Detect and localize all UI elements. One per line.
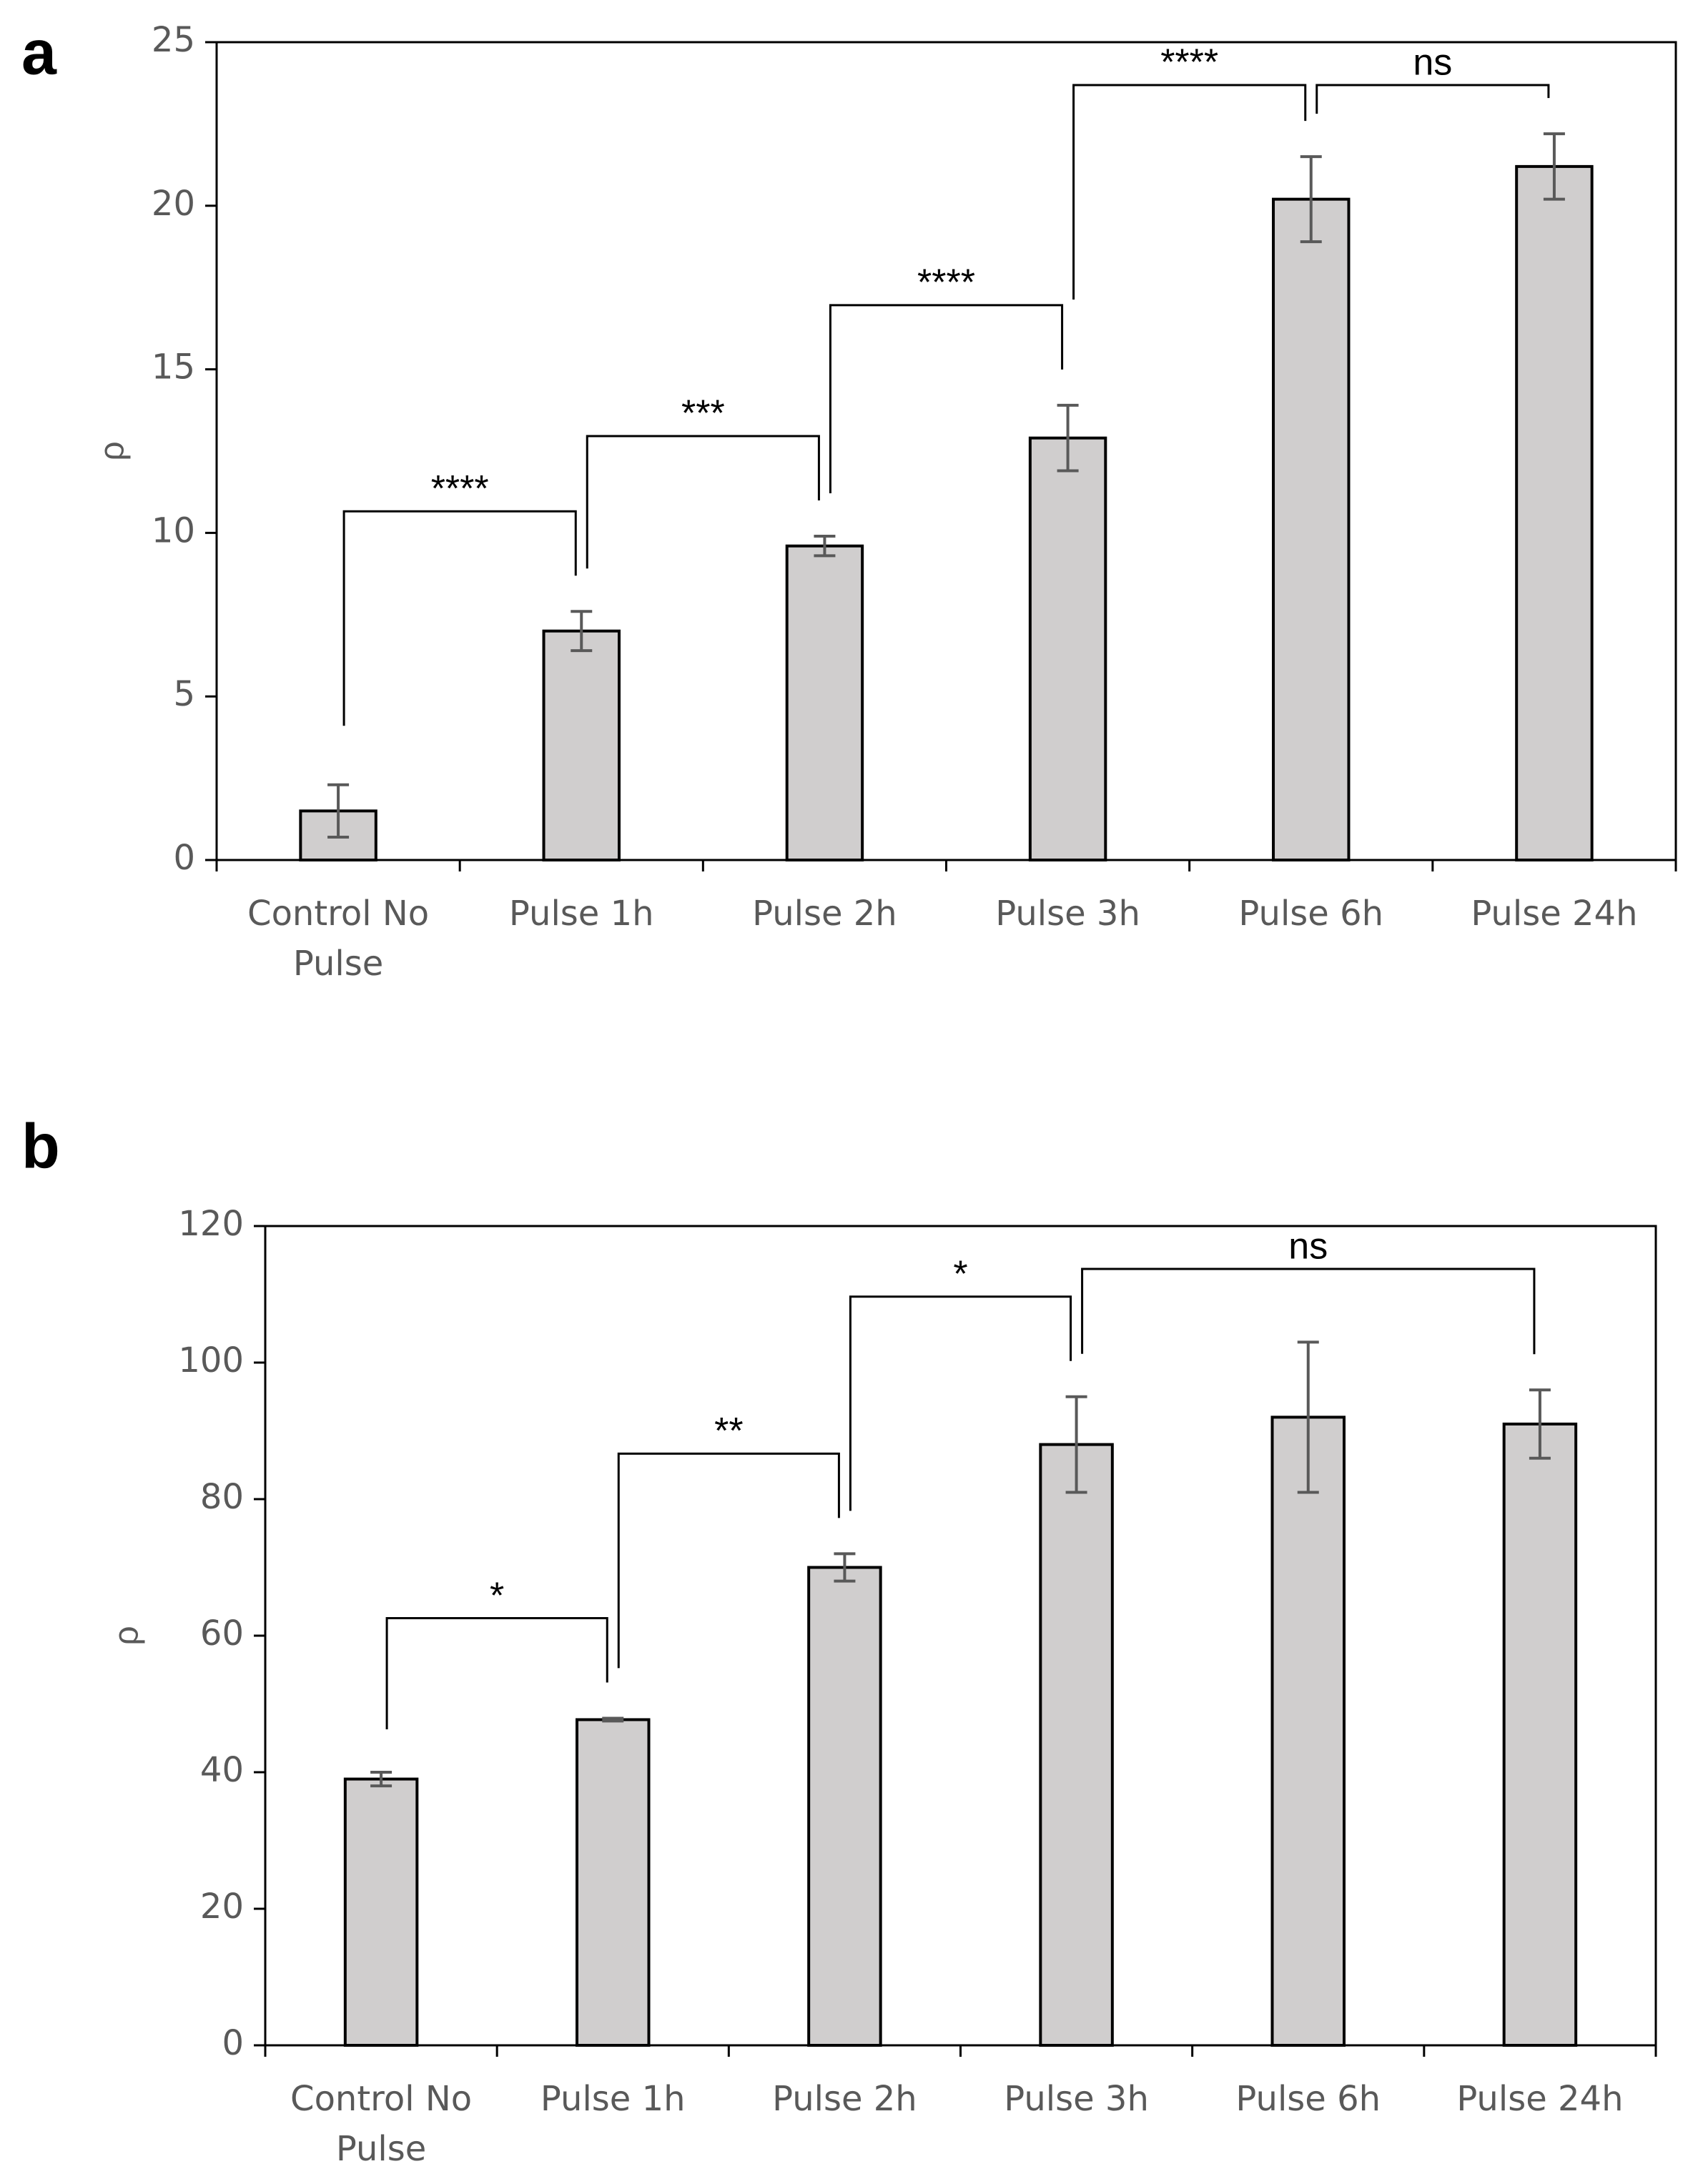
x-tick-label: Pulse 2h	[752, 894, 897, 934]
bar	[1515, 164, 1594, 861]
error-bar	[1057, 403, 1079, 473]
significance-bracket	[385, 1617, 608, 1729]
bar	[785, 544, 864, 861]
x-tick-label: Control No Pulse	[247, 894, 430, 984]
significance-label: ns	[1288, 1226, 1328, 1268]
significance-label: ****	[917, 262, 975, 304]
y-tick-label: 10	[152, 510, 195, 550]
bar	[1039, 1443, 1114, 2047]
plot-frame	[215, 41, 1677, 861]
y-tick-label: 20	[152, 184, 195, 224]
significance-bracket	[1315, 84, 1550, 114]
bar	[1028, 436, 1107, 861]
error-bar	[1300, 155, 1322, 244]
error-bar	[571, 610, 593, 653]
y-tick-label: 25	[152, 20, 195, 60]
significance-bracket	[342, 510, 577, 726]
bar	[576, 1718, 651, 2047]
bar	[807, 1566, 882, 2047]
significance-bracket	[617, 1452, 840, 1669]
y-axis-label: ρ	[108, 1626, 146, 1645]
error-bar	[814, 534, 836, 558]
error-bar	[602, 1716, 624, 1723]
bar	[1270, 1415, 1346, 2047]
significance-bracket	[849, 1295, 1072, 1511]
y-tick-label: 80	[200, 1477, 244, 1517]
bar	[343, 1777, 419, 2047]
y-tick-label: 40	[200, 1750, 244, 1790]
panel-label: b	[21, 1110, 60, 1181]
error-bar	[1543, 132, 1565, 201]
x-tick-label: Pulse 3h	[1004, 2079, 1149, 2119]
y-tick-label: 120	[178, 1204, 244, 1244]
y-tick-label: 20	[200, 1887, 244, 1927]
significance-label: **	[714, 1410, 743, 1452]
significance-label: ***	[681, 393, 725, 435]
x-tick-label: Pulse 24h	[1471, 894, 1638, 934]
panel-label: a	[21, 16, 57, 87]
bar	[542, 629, 621, 861]
y-axis-label: ρ	[94, 441, 132, 460]
significance-bracket	[829, 304, 1064, 493]
x-tick-label: Pulse 1h	[540, 2079, 686, 2119]
x-tick-label: Control No Pulse	[290, 2079, 473, 2169]
error-bar	[370, 1771, 393, 1788]
y-tick-label: 5	[173, 674, 195, 714]
error-bar	[1297, 1340, 1319, 1494]
significance-label: *	[490, 1575, 504, 1616]
error-bar	[327, 783, 350, 839]
significance-label: ns	[1413, 42, 1452, 84]
y-tick-label: 60	[200, 1614, 244, 1654]
x-tick-label: Pulse 6h	[1238, 894, 1384, 934]
bar	[1272, 197, 1351, 861]
y-tick-label: 100	[178, 1340, 244, 1380]
significance-label: *	[953, 1253, 967, 1295]
plot-frame	[264, 1225, 1657, 2047]
x-tick-label: Pulse 24h	[1456, 2079, 1624, 2119]
error-bar	[1065, 1395, 1087, 1494]
significance-label: ****	[431, 468, 489, 510]
y-tick-label: 0	[222, 2023, 244, 2063]
significance-label: ****	[1160, 42, 1218, 84]
x-tick-label: Pulse 3h	[995, 894, 1140, 934]
significance-bracket	[1081, 1268, 1536, 1355]
error-bar	[834, 1552, 856, 1583]
x-tick-label: Pulse 1h	[508, 894, 654, 934]
significance-bracket	[586, 435, 820, 569]
significance-bracket	[1072, 84, 1307, 300]
y-tick-label: 0	[173, 838, 195, 878]
x-tick-label: Pulse 2h	[772, 2079, 917, 2119]
y-tick-label: 15	[152, 347, 195, 387]
error-bar	[1529, 1388, 1551, 1460]
bar	[1502, 1422, 1578, 2047]
x-tick-label: Pulse 6h	[1235, 2079, 1381, 2119]
